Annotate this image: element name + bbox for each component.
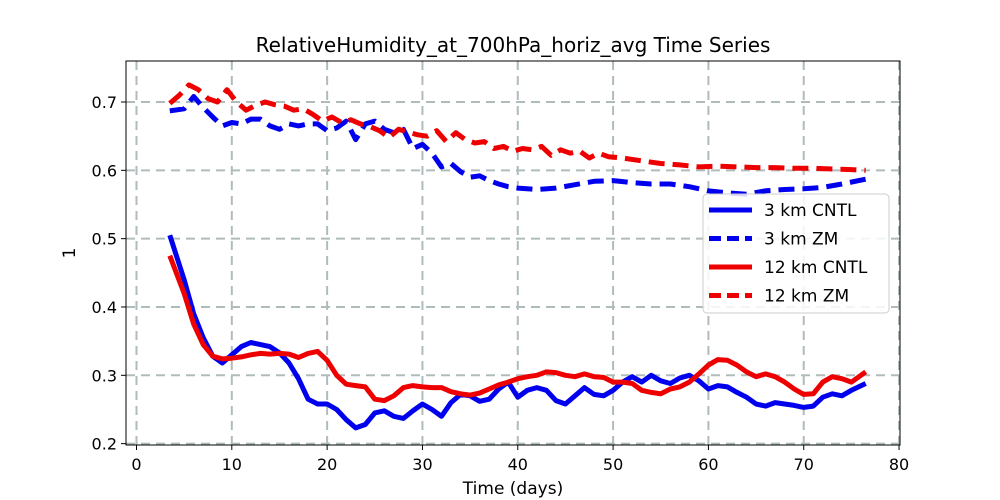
series-line-12-km-zm — [168, 82, 866, 173]
legend-label: 3 km ZM — [764, 230, 838, 250]
y-tick-label: 0.6 — [92, 161, 117, 180]
y-axis-label: 1 — [60, 248, 80, 259]
x-tick-label: 60 — [698, 455, 718, 474]
y-tick-label: 0.7 — [92, 93, 117, 112]
y-tick-label: 0.3 — [92, 366, 117, 385]
legend-frame — [702, 193, 890, 314]
x-tick-label: 30 — [412, 455, 432, 474]
plot-frame — [125, 60, 901, 446]
legend-label: 3 km CNTL — [764, 201, 857, 221]
x-tick-label: 40 — [508, 455, 528, 474]
x-tick-label: 70 — [794, 455, 814, 474]
y-tick-label: 0.5 — [92, 230, 117, 249]
legend: 3 km CNTL 3 km ZM 12 km CNTL 12 km ZM — [702, 193, 890, 314]
series-group — [167, 82, 868, 431]
y-tick-label: 0.4 — [92, 298, 117, 317]
legend-label: 12 km CNTL — [764, 258, 868, 278]
x-tick-label: 0 — [131, 455, 141, 474]
series-line-12-km-cntl — [167, 254, 868, 404]
series-line-3-km-zm — [169, 94, 867, 197]
x-tick-label: 10 — [222, 455, 242, 474]
x-tick-label: 20 — [317, 455, 337, 474]
x-tick-label: 50 — [603, 455, 623, 474]
chart-title: RelativeHumidity_at_700hPa_horiz_avg Tim… — [256, 33, 771, 57]
series-line-3-km-cntl — [167, 234, 867, 431]
x-axis-label: Time (days) — [462, 479, 563, 499]
x-tick-label: 80 — [889, 455, 909, 474]
legend-label: 12 km ZM — [764, 287, 849, 307]
axis-ticks: 0 10 20 30 40 50 60 70 80 0.2 0.3 0.4 0.5 0.6 0.7 — [92, 93, 910, 474]
y-tick-label: 0.2 — [92, 435, 117, 454]
